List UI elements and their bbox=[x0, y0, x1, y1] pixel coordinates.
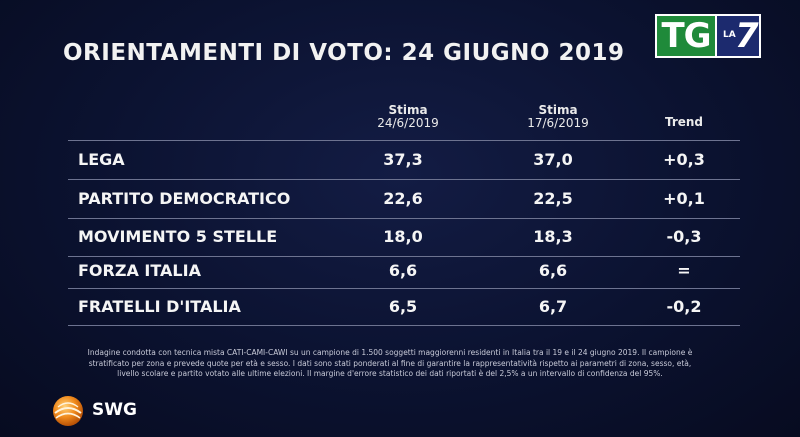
table-divider bbox=[68, 218, 740, 219]
stima-24-value: 6,6 bbox=[388, 261, 418, 280]
table-divider bbox=[68, 325, 740, 326]
table-row: FRATELLI D'ITALIA 6,5 6,7 -0,2 bbox=[68, 288, 740, 326]
la7-logo-box: LA 7 bbox=[717, 14, 761, 58]
stima-17-value: 22,5 bbox=[533, 189, 573, 208]
party-name: LEGA bbox=[78, 150, 125, 169]
stima-17-value: 18,3 bbox=[533, 227, 573, 246]
stima-17-value: 6,7 bbox=[538, 297, 568, 316]
table-row: MOVIMENTO 5 STELLE 18,0 18,3 -0,3 bbox=[68, 218, 740, 256]
column-header-stima-24: Stima 24/6/2019 bbox=[358, 104, 458, 130]
swg-globe-icon bbox=[53, 396, 83, 426]
column-header-trend: Trend bbox=[634, 116, 734, 129]
stima-24-value: 37,3 bbox=[383, 150, 423, 169]
column-header-date: 24/6/2019 bbox=[377, 116, 439, 130]
party-name: FORZA ITALIA bbox=[78, 261, 201, 280]
la-logo-text: LA bbox=[723, 30, 736, 40]
trend-value: -0,2 bbox=[666, 297, 702, 316]
tg-la7-logo: TG LA 7 bbox=[655, 14, 761, 58]
trend-value: = bbox=[677, 261, 691, 280]
methodology-note: Indagine condotta con tecnica mista CATI… bbox=[87, 348, 693, 378]
table-divider bbox=[68, 140, 740, 141]
table-divider bbox=[68, 179, 740, 180]
table-row: FORZA ITALIA 6,6 6,6 = bbox=[68, 252, 740, 290]
swg-logo-text: SWG bbox=[92, 400, 137, 420]
trend-value: +0,1 bbox=[663, 189, 705, 208]
seven-logo-text: 7 bbox=[735, 16, 759, 56]
stima-24-value: 22,6 bbox=[383, 189, 423, 208]
stima-24-value: 6,5 bbox=[388, 297, 418, 316]
column-header-label: Stima bbox=[388, 103, 428, 117]
table-row: LEGA 37,3 37,0 +0,3 bbox=[68, 141, 740, 179]
trend-value: -0,3 bbox=[666, 227, 702, 246]
stima-17-value: 37,0 bbox=[533, 150, 573, 169]
trend-value: +0,3 bbox=[663, 150, 705, 169]
stima-24-value: 18,0 bbox=[383, 227, 423, 246]
table-divider bbox=[68, 288, 740, 289]
column-header-date: 17/6/2019 bbox=[527, 116, 589, 130]
column-header-label: Trend bbox=[664, 115, 704, 129]
party-name: FRATELLI D'ITALIA bbox=[78, 297, 241, 316]
stima-17-value: 6,6 bbox=[538, 261, 568, 280]
tg-logo-text: TG bbox=[655, 14, 717, 58]
party-name: MOVIMENTO 5 STELLE bbox=[78, 227, 278, 246]
party-name: PARTITO DEMOCRATICO bbox=[78, 189, 291, 208]
table-divider bbox=[68, 256, 740, 257]
table-row: PARTITO DEMOCRATICO 22,6 22,5 +0,1 bbox=[68, 180, 740, 218]
column-header-label: Stima bbox=[538, 103, 578, 117]
column-header-stima-17: Stima 17/6/2019 bbox=[508, 104, 608, 130]
page-title: ORIENTAMENTI DI VOTO: 24 GIUGNO 2019 bbox=[63, 40, 625, 66]
